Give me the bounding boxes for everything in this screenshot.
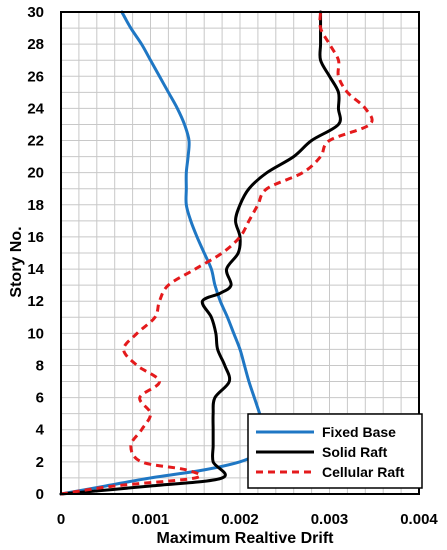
y-tick-label: 6 (36, 390, 44, 407)
y-tick-label: 10 (27, 325, 44, 342)
series-line-cellular-raft (60, 11, 374, 496)
x-tick-label: 0.003 (311, 511, 349, 528)
y-tick-label: 30 (27, 4, 44, 21)
legend-label-fixed-base: Fixed Base (322, 424, 396, 440)
y-tick-label: 14 (27, 261, 44, 278)
legend: Fixed Base Solid Raft Cellular Raft (247, 413, 423, 489)
y-tick-label: 20 (27, 165, 44, 182)
y-tick-label: 28 (27, 36, 44, 53)
x-axis-title: Maximum Realtive Drift (157, 530, 335, 547)
y-tick-label: 18 (27, 197, 44, 214)
legend-label-cellular-raft: Cellular Raft (322, 464, 405, 480)
legend-label-solid-raft: Solid Raft (322, 444, 388, 460)
y-axis-title: Story No. (8, 226, 25, 297)
y-tick-label: 2 (36, 454, 44, 471)
y-tick-label: 0 (36, 486, 44, 503)
x-tick-label: 0.001 (132, 511, 170, 528)
plot-frame (60, 11, 420, 495)
x-tick-label: 0 (57, 511, 65, 528)
y-tick-label: 8 (36, 357, 44, 374)
y-tick-label: 16 (27, 229, 44, 246)
y-tick-label: 22 (27, 133, 44, 150)
x-tick-labels: 0 0.001 0.002 0.003 0.004 (57, 511, 439, 528)
x-tick-label: 0.004 (400, 511, 438, 528)
y-tick-label: 12 (27, 293, 44, 310)
y-tick-label: 26 (27, 68, 44, 85)
y-tick-label: 4 (36, 422, 45, 439)
x-tick-label: 0.002 (221, 511, 259, 528)
y-tick-label: 24 (27, 100, 44, 117)
series-line-solid-raft (59, 10, 342, 496)
